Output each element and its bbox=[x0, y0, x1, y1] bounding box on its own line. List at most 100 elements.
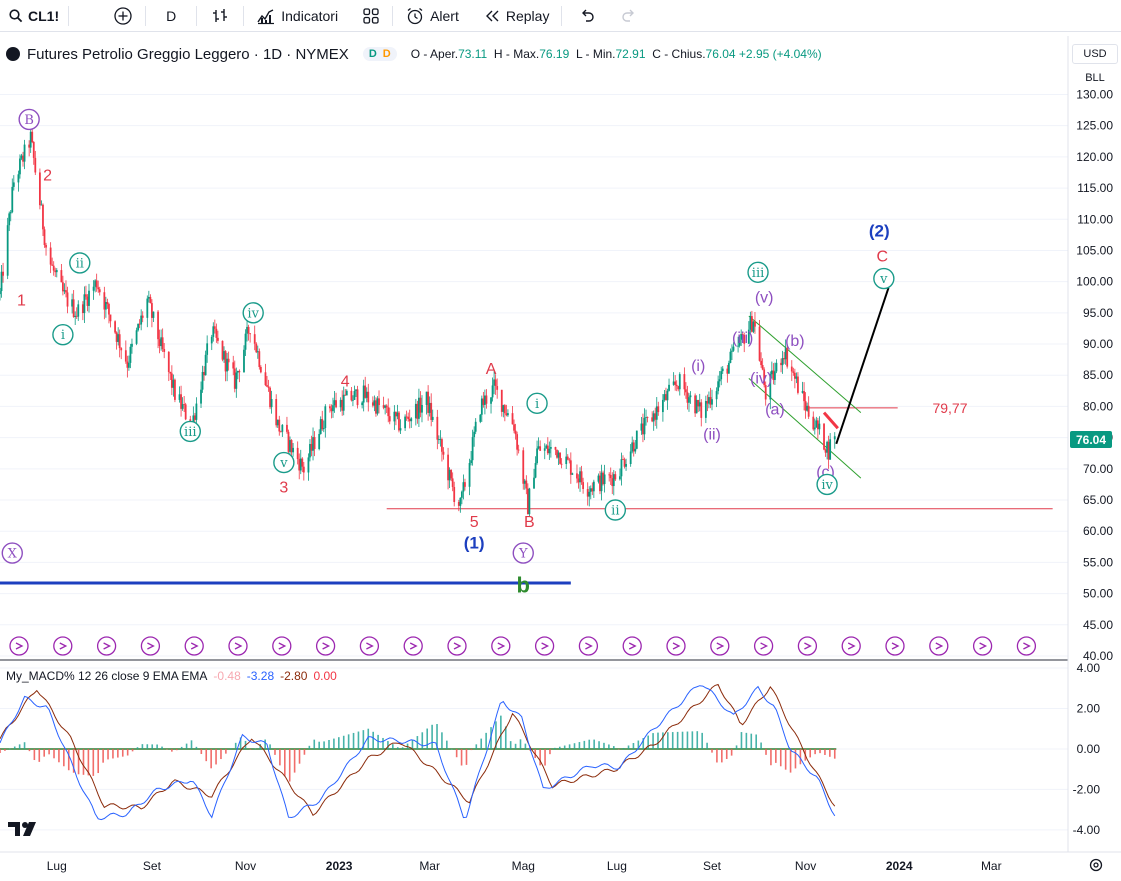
candle-body bbox=[170, 373, 173, 388]
candle-body bbox=[40, 204, 43, 206]
candle-body bbox=[704, 401, 707, 418]
chart-style-button[interactable] bbox=[197, 0, 243, 32]
candle-body bbox=[694, 395, 697, 414]
indicators-button[interactable]: Indicatori bbox=[244, 0, 350, 32]
macd-histogram-bar bbox=[784, 748, 787, 770]
wave-label-circle bbox=[273, 451, 295, 474]
candle-body bbox=[22, 155, 24, 162]
candle-body bbox=[783, 358, 786, 360]
macd-histogram-bar bbox=[549, 748, 551, 755]
redo-button[interactable] bbox=[608, 0, 650, 32]
candle-body bbox=[502, 405, 505, 412]
wave-label: ii bbox=[76, 256, 84, 271]
macd-histogram-bar bbox=[725, 748, 728, 760]
candle-body bbox=[738, 339, 741, 346]
macd-histogram-bar bbox=[117, 748, 119, 758]
chart-title[interactable]: Futures Petrolio Greggio Leggero · 1D · … bbox=[27, 45, 349, 63]
price-tick-label: 55.00 bbox=[1083, 555, 1113, 569]
wave-label: 4 bbox=[341, 373, 350, 390]
candle-body bbox=[737, 345, 739, 347]
time-tick-label: Mar bbox=[419, 859, 440, 873]
macd-histogram-bar bbox=[328, 739, 330, 749]
candle-body bbox=[491, 385, 494, 398]
data-status-badge[interactable]: D D bbox=[362, 47, 397, 61]
candle-body bbox=[801, 391, 804, 393]
candle-body bbox=[774, 371, 776, 380]
compare-button[interactable] bbox=[69, 0, 145, 32]
event-marker-arrow bbox=[541, 642, 550, 650]
candle-body bbox=[816, 420, 819, 430]
macd-histogram-bar bbox=[799, 748, 802, 765]
wave-label-circle bbox=[604, 499, 627, 521]
candle-body bbox=[60, 270, 63, 283]
wave-label-circle bbox=[512, 542, 534, 564]
macd-histogram-bar bbox=[568, 744, 571, 749]
macd-histogram-bar bbox=[392, 744, 394, 749]
candle-body bbox=[758, 326, 761, 361]
layouts-button[interactable] bbox=[350, 0, 392, 32]
macd-histogram-bar bbox=[205, 748, 208, 762]
event-marker-icon bbox=[622, 636, 642, 656]
replay-button[interactable]: Replay bbox=[471, 0, 562, 32]
candle-body bbox=[804, 401, 807, 411]
wave-label: B bbox=[24, 113, 34, 128]
wave-label: 3 bbox=[279, 480, 288, 497]
event-marker-arrow bbox=[103, 642, 112, 650]
candle-body bbox=[611, 478, 614, 487]
candle-body bbox=[232, 362, 235, 369]
macd-histogram-bar bbox=[721, 748, 723, 763]
candle-body bbox=[591, 488, 594, 492]
candle-body bbox=[341, 399, 344, 411]
candle-body bbox=[457, 501, 460, 506]
tradingview-logo-icon[interactable] bbox=[8, 820, 40, 843]
time-axis[interactable]: Lug Set Nov 2023 Mar Mag Lug Set Nov 2024 Mar bbox=[47, 859, 1002, 873]
macd-legend[interactable]: My_MACD% 12 26 close 9 EMA EMA -0.48 -3.… bbox=[6, 669, 337, 683]
candle-body bbox=[496, 386, 499, 390]
interval-button[interactable]: D bbox=[146, 0, 196, 32]
macd-histogram-bar bbox=[190, 740, 193, 749]
event-marker-arrow bbox=[15, 642, 24, 650]
candle-body bbox=[131, 343, 133, 347]
candle-body bbox=[483, 395, 486, 405]
macd-histogram-bar bbox=[637, 740, 640, 749]
alert-button[interactable]: Alert bbox=[393, 0, 471, 32]
candle-body bbox=[195, 403, 198, 420]
candle-body bbox=[114, 321, 116, 333]
candle-body bbox=[52, 265, 55, 271]
symbol-search[interactable]: CL1! bbox=[0, 0, 68, 32]
candle-body bbox=[247, 326, 250, 334]
candle-body bbox=[548, 448, 551, 454]
candle-body bbox=[29, 131, 32, 148]
macd-histogram-bar bbox=[372, 731, 374, 749]
currency-selector[interactable]: USD bbox=[1072, 44, 1118, 64]
macd-histogram-bar bbox=[662, 732, 664, 749]
candle-body bbox=[806, 405, 809, 411]
macd-histogram-bar bbox=[357, 731, 360, 749]
macd-histogram-bar bbox=[264, 739, 266, 749]
settings-gear-icon[interactable] bbox=[1088, 857, 1104, 878]
event-marker-arrow bbox=[147, 642, 155, 650]
candle-body bbox=[539, 446, 542, 451]
event-marker-icon bbox=[403, 636, 423, 656]
macd-histogram-bar bbox=[500, 715, 502, 749]
candle-body bbox=[181, 404, 184, 409]
event-marker-icon bbox=[666, 636, 686, 656]
macd-histogram-bar bbox=[308, 745, 311, 749]
toolbar-separator bbox=[561, 5, 563, 26]
macd-axis[interactable]: 4.00 2.00 0.00 -2.00 -4.00 bbox=[1073, 661, 1101, 837]
candle-body bbox=[416, 403, 419, 419]
candle-body bbox=[226, 358, 229, 372]
macd-histogram-bar bbox=[48, 748, 50, 755]
unit-selector[interactable]: BLL bbox=[1085, 72, 1105, 84]
candle-body bbox=[803, 391, 805, 402]
candle-body bbox=[103, 292, 106, 310]
price-tick-label: 90.00 bbox=[1083, 337, 1113, 351]
candle-body bbox=[554, 447, 557, 450]
price-tick-label: 130.00 bbox=[1076, 87, 1113, 101]
macd-histogram-bar bbox=[676, 731, 679, 749]
undo-button[interactable] bbox=[562, 0, 608, 32]
candle-body bbox=[385, 405, 388, 408]
badge-right: D bbox=[382, 48, 391, 60]
wave-label: (i) bbox=[691, 358, 705, 375]
